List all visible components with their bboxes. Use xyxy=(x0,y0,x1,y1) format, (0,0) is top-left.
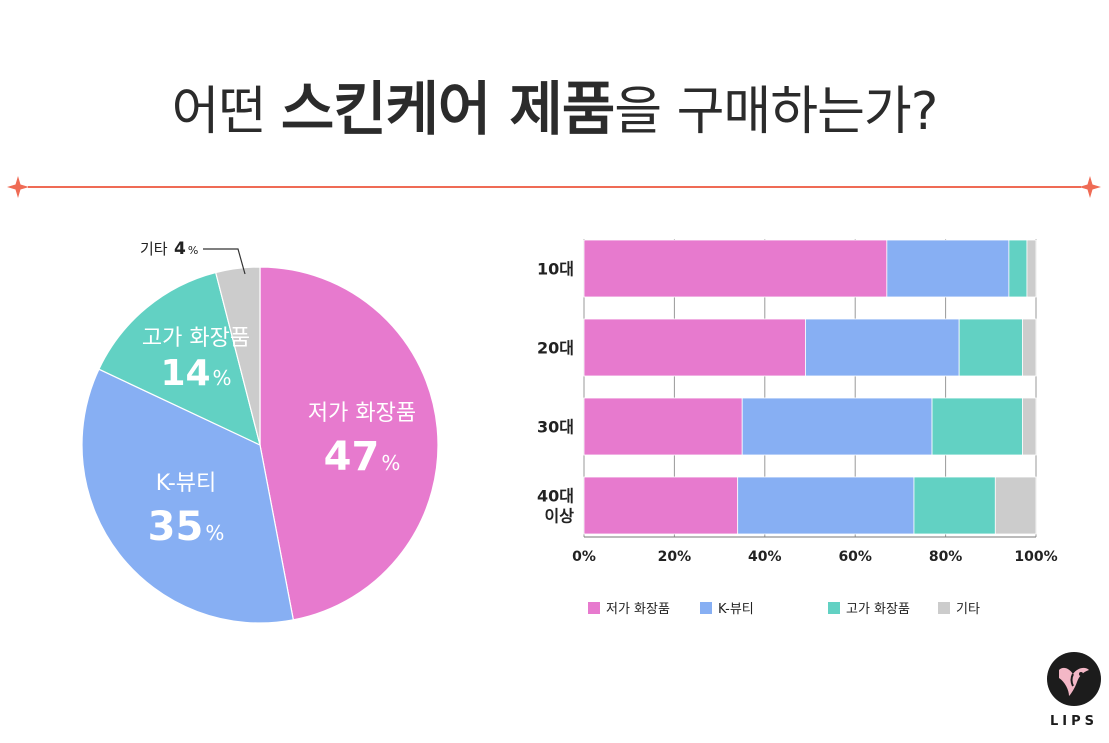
legend-swatch xyxy=(828,601,840,614)
legend-label: K-뷰티 xyxy=(718,602,754,617)
bar-segment xyxy=(737,476,915,535)
pie-label-low-cost: 저가 화장품 xyxy=(308,401,416,426)
bar-segment xyxy=(958,318,1023,377)
pie-value-other: 4% xyxy=(174,239,198,259)
lips-logo-icon xyxy=(1047,652,1101,706)
pie-label-kbeauty: K-뷰티 xyxy=(156,471,217,496)
y-category-label: 이상 xyxy=(545,507,575,526)
legend-item: 기타 xyxy=(938,598,980,617)
sparkle-left-icon xyxy=(7,176,29,198)
legend-swatch xyxy=(588,601,600,614)
bar-segment xyxy=(583,397,743,456)
y-category-label: 10대 xyxy=(537,260,574,279)
y-category-label: 20대 xyxy=(537,339,574,358)
bar-segment xyxy=(1022,397,1037,456)
bar-segment xyxy=(994,476,1037,535)
legend-item: 고가 화장품 xyxy=(828,598,910,617)
legend-swatch xyxy=(938,601,950,614)
pie-slice-high-end xyxy=(98,271,261,447)
pie-slice-kbeauty xyxy=(81,368,295,624)
title-prefix: 어떤 xyxy=(171,82,267,142)
bar-segment xyxy=(805,318,960,377)
bar-segment xyxy=(583,239,888,298)
legend-swatch xyxy=(700,601,712,614)
pie-slice-other xyxy=(215,266,261,446)
pie-label-other: 기타 xyxy=(140,240,168,258)
legend-label: 저가 화장품 xyxy=(606,602,670,617)
bar-segment xyxy=(741,397,933,456)
x-tick-label: 80% xyxy=(929,549,963,565)
legend-label: 기타 xyxy=(956,602,980,617)
bar-segment xyxy=(583,318,806,377)
x-tick-label: 40% xyxy=(748,549,782,565)
pie-leader-line xyxy=(203,248,246,275)
logo-text: LIPS xyxy=(1049,714,1098,729)
pie-slice-low-cost xyxy=(259,266,439,621)
bar-segment xyxy=(1008,239,1028,298)
pie-value-high-end: 14% xyxy=(160,353,231,394)
divider xyxy=(7,176,1101,198)
x-tick-label: 100% xyxy=(1014,549,1057,565)
title-suffix: 을 구매하는가? xyxy=(614,82,938,142)
legend-item: 저가 화장품 xyxy=(588,598,670,617)
title-emphasis: 스킨케어 제품 xyxy=(280,75,615,143)
bar-segment xyxy=(886,239,1010,298)
x-tick-label: 60% xyxy=(838,549,872,565)
page-title: 어떤 스킨케어 제품을 구매하는가? xyxy=(0,62,1109,146)
legend-item: K-뷰티 xyxy=(700,598,754,617)
bar-segment xyxy=(913,476,996,535)
bar-segment xyxy=(583,476,739,535)
bar-segment xyxy=(1022,318,1037,377)
pie-label-high-end: 고가 화장품 xyxy=(142,326,250,351)
x-tick-label: 20% xyxy=(658,549,692,565)
bar-segment xyxy=(931,397,1023,456)
pie-value-kbeauty: 35% xyxy=(148,504,225,550)
sparkle-right-icon xyxy=(1079,176,1101,198)
pie-value-low-cost: 47% xyxy=(324,434,401,480)
brand-logo: LIPS xyxy=(1040,652,1104,738)
bar-segment xyxy=(1026,239,1037,298)
y-category-label: 40대 xyxy=(537,487,574,506)
legend-label: 고가 화장품 xyxy=(846,602,910,617)
x-tick-label: 0% xyxy=(572,549,596,565)
y-category-label: 30대 xyxy=(537,418,574,437)
